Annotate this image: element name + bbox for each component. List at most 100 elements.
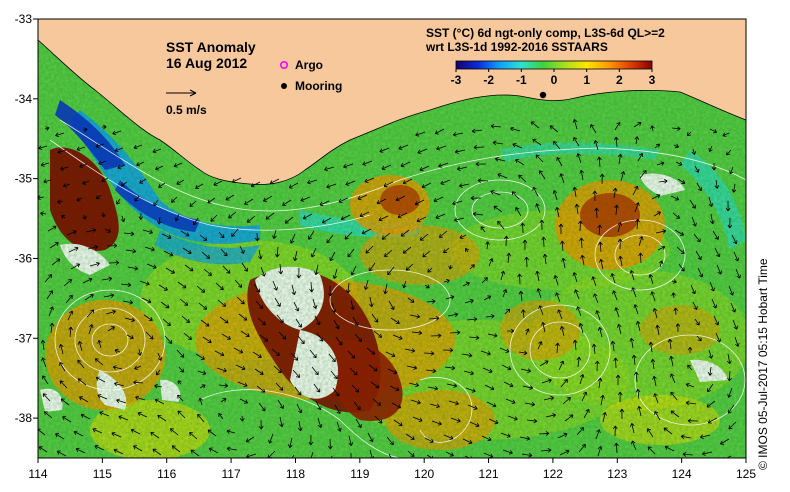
current-arrow [277, 399, 284, 409]
current-arrow [597, 377, 603, 389]
current-arrow [440, 179, 451, 185]
current-arrow [400, 229, 410, 237]
current-arrow [473, 144, 485, 150]
current-arrow [284, 216, 294, 224]
current-arrow [94, 358, 104, 366]
current-arrow [439, 230, 448, 238]
current-arrow [196, 285, 206, 293]
lon-tick-label: 115 [93, 467, 112, 481]
current-arrow [517, 273, 522, 285]
current-arrow [445, 295, 455, 300]
current-arrow [77, 359, 85, 369]
colorbar-tick-label: -3 [451, 73, 462, 87]
current-arrow [202, 336, 212, 343]
current-arrow [308, 230, 315, 240]
current-arrow [647, 446, 656, 455]
current-arrow [257, 317, 266, 326]
current-arrow [237, 381, 248, 387]
current-arrow [161, 233, 172, 240]
velocity-contours [49, 119, 746, 458]
current-arrow [524, 256, 529, 268]
current-arrow [171, 196, 178, 203]
current-arrow [97, 394, 108, 400]
current-arrow [673, 143, 679, 149]
current-arrow [727, 370, 732, 382]
current-arrow [599, 259, 604, 270]
current-arrow [40, 211, 47, 216]
current-arrow [599, 173, 605, 185]
current-arrow [231, 177, 242, 183]
current-arrow [461, 352, 473, 358]
current-arrow [326, 183, 337, 189]
current-arrow [707, 366, 713, 376]
current-arrow [614, 136, 619, 148]
current-arrow [353, 401, 361, 411]
current-arrow [61, 215, 66, 219]
current-arrow [214, 350, 225, 357]
current-arrow [431, 420, 442, 426]
current-arrow [311, 366, 319, 376]
current-arrow [275, 382, 284, 391]
current-arrow [693, 233, 701, 243]
current-arrow [310, 247, 317, 258]
current-arrow [471, 128, 483, 134]
current-arrow [254, 232, 260, 242]
current-arrow [708, 349, 713, 359]
current-arrow [689, 199, 696, 209]
lat-tick-label: -35 [15, 172, 33, 186]
current-arrow [218, 413, 224, 420]
current-arrow [466, 316, 478, 322]
current-arrow [654, 411, 661, 421]
current-arrow [702, 451, 713, 456]
current-arrow [410, 399, 421, 405]
current-arrow [46, 290, 53, 300]
current-arrow [707, 417, 718, 424]
current-arrow [664, 445, 675, 452]
current-arrow [694, 318, 700, 326]
current-arrow [41, 357, 47, 368]
current-arrow [326, 234, 334, 244]
current-arrow [630, 423, 635, 434]
current-arrow [671, 126, 681, 131]
current-arrow [381, 232, 391, 240]
current-arrow [199, 234, 208, 241]
current-arrow [355, 418, 362, 428]
current-arrow [714, 247, 721, 258]
current-arrow [330, 370, 338, 380]
mooring-legend-label: Mooring [295, 79, 342, 93]
current-arrow [314, 315, 321, 326]
current-arrow [654, 143, 660, 149]
current-arrow [43, 411, 53, 419]
current-arrow [101, 211, 106, 218]
current-arrow [543, 395, 554, 401]
current-arrow [518, 290, 524, 302]
current-arrow [477, 178, 489, 183]
current-arrow [427, 267, 433, 273]
current-arrow [133, 144, 143, 150]
current-arrow [73, 430, 84, 437]
current-arrow [256, 385, 266, 393]
current-arrow [402, 178, 413, 185]
current-arrow [218, 383, 229, 388]
current-arrow [632, 185, 639, 196]
current-arrow [127, 266, 139, 271]
lat-tick-label: -38 [15, 411, 33, 425]
current-arrow [425, 368, 437, 374]
current-arrow [263, 195, 273, 202]
colorbar-tick-label: 2 [616, 73, 623, 87]
current-arrow [470, 195, 482, 201]
current-arrow [184, 264, 194, 272]
current-arrow [201, 251, 210, 259]
current-arrow [181, 315, 190, 323]
current-arrow [313, 383, 321, 393]
current-arrow [288, 182, 299, 189]
current-arrow [559, 173, 565, 184]
current-arrow [651, 194, 661, 200]
current-arrow [38, 145, 48, 150]
current-arrow [241, 262, 248, 272]
current-arrow [597, 327, 603, 338]
current-arrow [56, 450, 67, 457]
current-arrow [165, 267, 175, 274]
current-arrow [426, 299, 436, 304]
current-arrow [40, 162, 50, 167]
